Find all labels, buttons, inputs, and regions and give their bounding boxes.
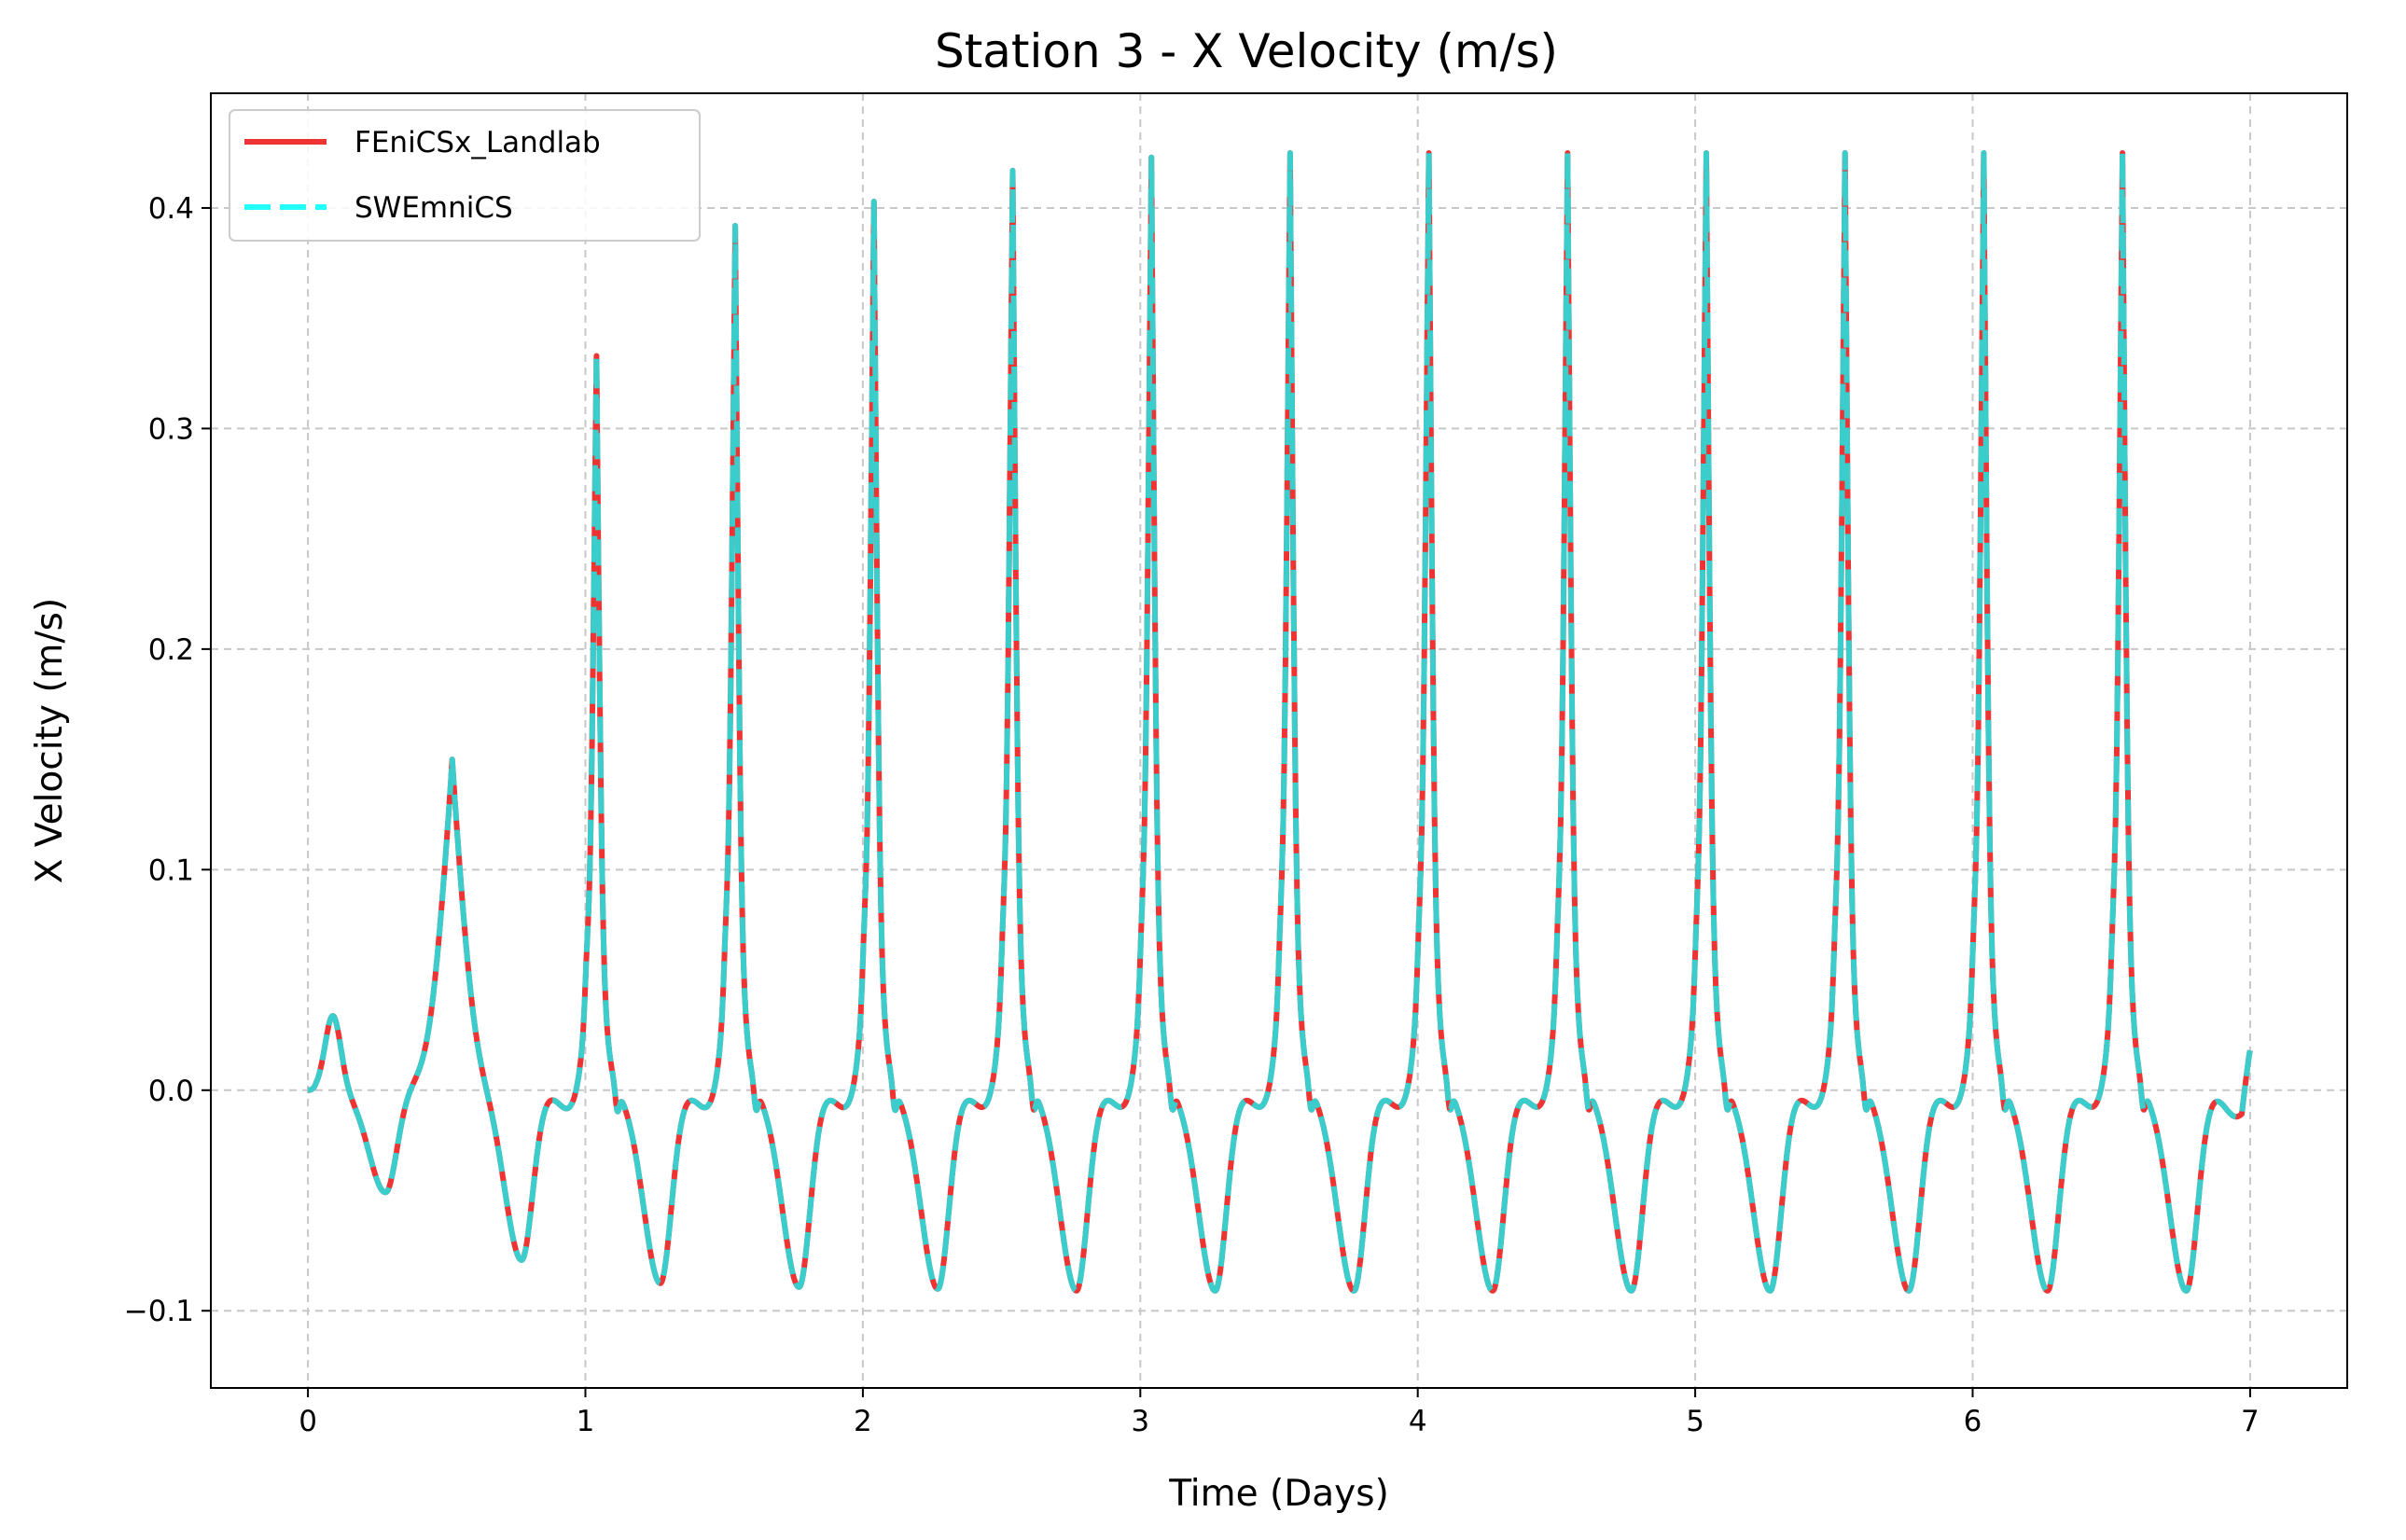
x-axis-label: Time (Days) [1168,1473,1389,1515]
y-tick-label: 0.0 [148,1075,194,1108]
x-tick-label: 2 [854,1405,872,1438]
plot-area [305,150,2253,1294]
x-tick-label: 7 [2241,1405,2260,1438]
x-tick-label: 4 [1409,1405,1427,1438]
y-tick-label: −0.1 [124,1295,194,1328]
x-tick-label: 5 [1686,1405,1704,1438]
y-tick-label: 0.2 [148,633,194,667]
y-tick-label: 0.1 [148,853,194,887]
legend: FEniCSx_Landlab SWEmniCS [229,109,701,242]
chart-title: Station 3 - X Velocity (m/s) [935,24,1558,78]
x-tick-label: 3 [1131,1405,1149,1438]
y-axis-label: X Velocity (m/s) [29,598,71,883]
x-tick-label: 0 [299,1405,317,1438]
x-tick-label: 1 [577,1405,595,1438]
ticks: 0 1 2 3 4 5 6 7 −0.1 0.0 0.1 0.2 0.3 0.4 [124,192,2260,1438]
series-line-swemnics [305,150,2253,1294]
plot-frame [210,92,2348,1389]
legend-box [229,109,701,242]
y-tick-label: 0.3 [148,412,194,446]
y-tick-label: 0.4 [148,192,194,226]
x-tick-label: 6 [1964,1405,1982,1438]
legend-label-fenicsx-landlab: FEniCSx_Landlab [355,126,601,160]
legend-label-swemnics: SWEmniCS [355,191,513,225]
